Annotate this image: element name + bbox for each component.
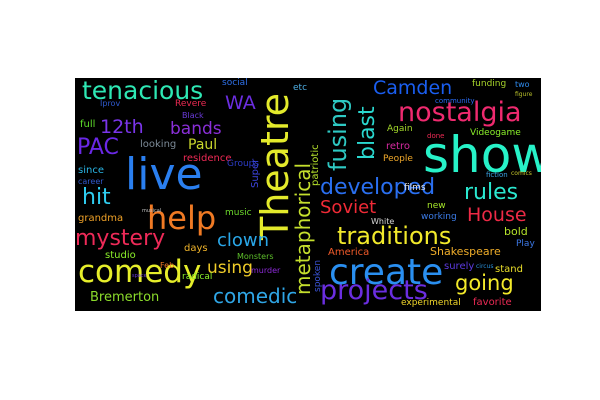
word-theatre: Theatre (253, 92, 297, 240)
word-groups: Groups (227, 159, 260, 169)
word-live: live (125, 149, 203, 200)
word-done: done (427, 132, 445, 140)
word-bands: bands (170, 119, 222, 139)
word-play: Play (516, 239, 535, 249)
word-create: create (329, 252, 444, 293)
word-two: two (515, 80, 530, 89)
word-radical: radical (182, 272, 213, 282)
word-bremerton: Bremerton (90, 290, 160, 305)
word-social: social (222, 78, 248, 88)
word-going: going (455, 271, 514, 295)
word-funding: funding (472, 79, 507, 89)
word-blast: blast (355, 106, 380, 160)
word-show: show (423, 126, 541, 184)
word-etc: etc (293, 83, 308, 93)
word-full: full (80, 119, 96, 130)
word-again: Again (387, 124, 413, 134)
word-comics: comics (511, 170, 532, 177)
word-retro: retro (386, 141, 410, 152)
word-career: career (78, 177, 104, 186)
word-monsters: Monsters (237, 252, 274, 261)
word-people: People (383, 154, 413, 164)
word-comedy: comedy (78, 254, 202, 290)
word-circus: circus (476, 263, 494, 270)
word-traditions: traditions (337, 222, 452, 250)
word-projects: projects (320, 275, 428, 306)
word-experimental: experimental (401, 298, 461, 308)
word-since: since (78, 165, 104, 176)
word-using: using (207, 258, 253, 278)
word-cloud: show live Theatre create comedy help pro… (75, 78, 541, 311)
word-surely: surely (444, 261, 475, 272)
word-12th: 12th (100, 116, 144, 138)
word-fiction: fiction (486, 171, 508, 179)
word-house: House (467, 204, 527, 226)
word-spoken: spoken (313, 259, 323, 292)
word-help: help (147, 199, 217, 237)
word-nostalgia: nostalgia (398, 97, 522, 128)
word-figure: figure (515, 91, 533, 98)
word-stand: stand (495, 264, 523, 275)
word-favorite: favorite (473, 297, 512, 308)
word-space: space (132, 273, 147, 279)
word-white: White (371, 217, 395, 226)
word-musical: musical (142, 208, 162, 214)
word-comedic: comedic (213, 284, 298, 308)
word-mystery: mystery (75, 226, 166, 251)
word-community: community (435, 97, 475, 105)
word-camden: Camden (373, 78, 453, 99)
word-residence: residence (183, 153, 232, 164)
word-rules: rules (464, 180, 519, 205)
word-murder: murder (251, 266, 281, 275)
word-grandma: grandma (78, 213, 124, 224)
word-working: working (421, 212, 457, 222)
word-iprov: Iprov (100, 99, 121, 108)
word-fusing: fusing (324, 97, 352, 171)
word-days: days (184, 243, 208, 254)
word-patriotic: patriotic (310, 144, 321, 186)
word-films: films (404, 183, 426, 193)
word-pac: PAC (77, 135, 119, 160)
word-hit: hit (82, 185, 111, 210)
word-clown: clown (217, 230, 270, 251)
word-wa: WA (225, 92, 256, 114)
word-revere: Revere (175, 99, 207, 109)
word-feb: Feb (160, 261, 175, 270)
word-tenacious: tenacious (82, 78, 204, 105)
word-black: Black (182, 111, 204, 120)
word-bold: bold (504, 225, 528, 238)
word-developed: developed (320, 175, 436, 200)
word-america: America (328, 247, 370, 258)
word-studio: studio (105, 250, 136, 261)
word-music: music (225, 208, 252, 218)
word-new: new (427, 201, 446, 211)
word-looking: looking (140, 139, 177, 150)
word-shakespeare: Shakespeare (430, 245, 501, 258)
word-soviet: Soviet (320, 197, 377, 218)
word-paul: Paul (188, 137, 218, 153)
word-videogame: Videogame (470, 128, 521, 138)
